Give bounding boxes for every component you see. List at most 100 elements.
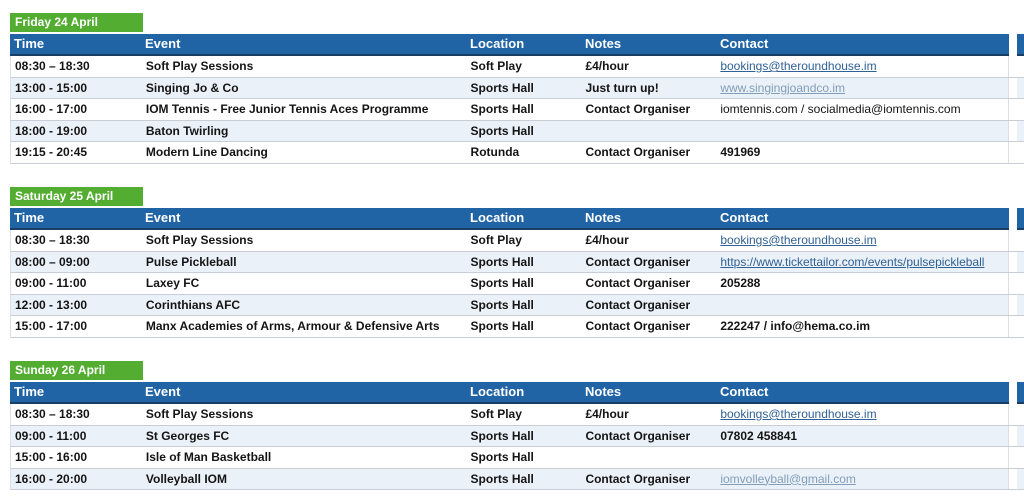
- event-cell: Baton Twirling: [140, 120, 466, 142]
- event-cell: Soft Play Sessions: [145, 232, 254, 247]
- table-edge-sliver: [1017, 120, 1024, 142]
- contact-link[interactable]: bookings@theroundhouse.im: [720, 59, 877, 73]
- column-header-event: Event: [140, 381, 465, 404]
- event-cell: St Georges FC: [140, 425, 466, 447]
- notes-cell: £4/hour: [585, 59, 629, 73]
- location-cell: Sports Hall: [465, 294, 581, 316]
- table-gap: [1009, 273, 1017, 294]
- time-cell: 09:00 - 11:00: [11, 425, 141, 447]
- contact-cell: 491969: [715, 142, 1010, 163]
- column-header-notes: Notes: [580, 34, 715, 56]
- event-cell: Soft Play Sessions: [145, 406, 254, 421]
- table-edge-sliver: [1017, 381, 1024, 404]
- notes-cell: £4/hour: [585, 406, 629, 421]
- table-edge-sliver: [1017, 294, 1024, 316]
- time-cell: 09:00 - 11:00: [15, 276, 87, 291]
- table-edge-sliver: [1017, 425, 1024, 447]
- notes-cell: [580, 447, 715, 468]
- location-cell: Sports Hall: [465, 120, 581, 142]
- column-header-time: Time: [10, 381, 140, 404]
- table-row: 13:00 - 15:00 Singing Jo & Co Sports Hall J…: [10, 77, 1024, 100]
- notes-cell: Contact Organiser: [580, 251, 716, 273]
- column-header-notes: Notes: [580, 207, 715, 230]
- column-header-time: Time: [10, 34, 140, 56]
- table-edge-sliver: [1017, 230, 1024, 251]
- contact-cell: 07802 458841: [715, 425, 1010, 447]
- notes-cell: £4/hour: [585, 232, 629, 247]
- event-cell: Singing Jo & Co: [140, 77, 466, 99]
- time-cell: 08:30 – 18:30: [15, 406, 90, 421]
- column-header-location: Location: [465, 207, 580, 230]
- event-cell: Modern Line Dancing: [145, 145, 268, 160]
- contact-link[interactable]: www.singingjoandco.im: [720, 80, 846, 95]
- column-header-contact: Contact: [715, 34, 1009, 56]
- table-row: 15:00 - 17:00 Manx Academies of Arms, Arm…: [10, 316, 1024, 338]
- table-edge-sliver: [1017, 77, 1024, 99]
- contact-link[interactable]: https://www.tickettailor.com/events/puls…: [720, 254, 985, 269]
- contact-text: 222247 / info@hema.co.im: [720, 319, 871, 334]
- contact-cell: 205288: [715, 273, 1010, 294]
- notes-cell: [580, 120, 716, 142]
- table-row: 19:15 - 20:45 Modern Line Dancing Rotunda C…: [10, 142, 1024, 164]
- table-row: 12:00 - 13:00 Corinthians AFC Sports Hall C…: [10, 294, 1024, 317]
- table-row: 09:00 - 11:00 St Georges FC Sports Hall Con…: [10, 425, 1024, 448]
- table-gap: [1009, 425, 1017, 447]
- column-header-contact: Contact: [715, 207, 1009, 230]
- table-edge-sliver: [1017, 404, 1024, 425]
- table-row: 08:30 – 18:30 Soft Play Sessions Soft Play…: [10, 403, 1024, 426]
- day-section: Saturday 25 April Time Event Location Notes C…: [10, 186, 1024, 338]
- table-gap: [1009, 468, 1017, 490]
- table-gap: [1009, 404, 1017, 425]
- column-header-contact: Contact: [715, 381, 1009, 404]
- time-cell: 19:15 - 20:45: [15, 145, 88, 160]
- column-header-location: Location: [465, 34, 580, 56]
- event-cell: Soft Play Sessions: [145, 59, 254, 73]
- time-cell: 15:00 - 17:00: [15, 319, 88, 334]
- contact-cell: bookings@theroundhouse.im: [715, 403, 1010, 425]
- time-cell: 08:30 – 18:30: [15, 232, 90, 247]
- notes-cell: Contact Organiser: [585, 102, 691, 117]
- table-gap: [1009, 251, 1017, 273]
- table-gap: [1009, 56, 1017, 77]
- table-gap: [1009, 142, 1017, 163]
- time-cell: 13:00 - 15:00: [11, 77, 141, 99]
- location-cell: Soft Play: [470, 59, 522, 73]
- table-gap: [1009, 382, 1017, 404]
- contact-text: 491969: [720, 145, 761, 160]
- location-cell: Sports Hall: [465, 468, 581, 490]
- contact-link[interactable]: iomvolleyball@gmail.com: [720, 471, 856, 486]
- event-cell: Manx Academies of Arms, Armour & Defensi…: [145, 319, 440, 334]
- location-cell: Sports Hall: [470, 319, 534, 334]
- contact-text: 205288: [720, 276, 761, 291]
- day-section: Sunday 26 April Time Event Location Notes Con…: [10, 360, 1024, 491]
- time-cell: 08:30 – 18:30: [15, 59, 90, 73]
- contact-cell: iomvolleyball@gmail.com: [715, 468, 1010, 490]
- column-header-event: Event: [140, 207, 465, 230]
- location-cell: Sports Hall: [470, 102, 534, 117]
- time-cell: 15:00 - 16:00: [15, 450, 88, 465]
- contact-cell: www.singingjoandco.im: [715, 77, 1010, 99]
- event-cell: Volleyball IOM: [140, 468, 466, 490]
- contact-link[interactable]: bookings@theroundhouse.im: [720, 232, 877, 247]
- table-edge-sliver: [1017, 316, 1024, 337]
- notes-cell: Contact Organiser: [585, 145, 691, 160]
- table-row: 08:00 – 09:00 Pulse Pickleball Sports Hall…: [10, 251, 1024, 274]
- table-header-row: Time Event Location Notes Contact: [10, 381, 1024, 404]
- table-gap: [1009, 208, 1017, 230]
- contact-link[interactable]: bookings@theroundhouse.im: [720, 406, 877, 421]
- event-cell: Isle of Man Basketball: [145, 450, 272, 465]
- location-cell: Soft Play: [470, 406, 522, 421]
- table-edge-sliver: [1017, 207, 1024, 230]
- contact-cell: bookings@theroundhouse.im: [715, 56, 1010, 77]
- table-edge-sliver: [1017, 142, 1024, 163]
- table-header-row: Time Event Location Notes Contact: [10, 34, 1024, 56]
- event-cell: Laxey FC: [145, 276, 200, 291]
- location-cell: Sports Hall: [470, 276, 534, 291]
- table-gap: [1009, 34, 1017, 56]
- notes-cell: Contact Organiser: [580, 425, 716, 447]
- contact-text: 07802 458841: [720, 428, 798, 443]
- contact-cell: 222247 / info@hema.co.im: [715, 316, 1010, 337]
- table-gap: [1009, 294, 1017, 316]
- table-edge-sliver: [1017, 34, 1024, 56]
- table-gap: [1009, 447, 1017, 468]
